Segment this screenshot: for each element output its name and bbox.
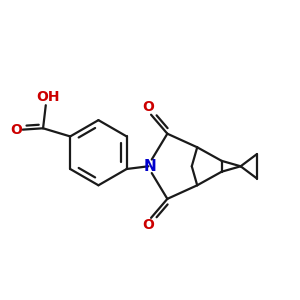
Text: N: N <box>144 159 157 174</box>
Text: O: O <box>142 218 154 232</box>
Text: OH: OH <box>37 90 60 104</box>
Text: O: O <box>11 123 22 136</box>
Text: O: O <box>142 100 154 114</box>
